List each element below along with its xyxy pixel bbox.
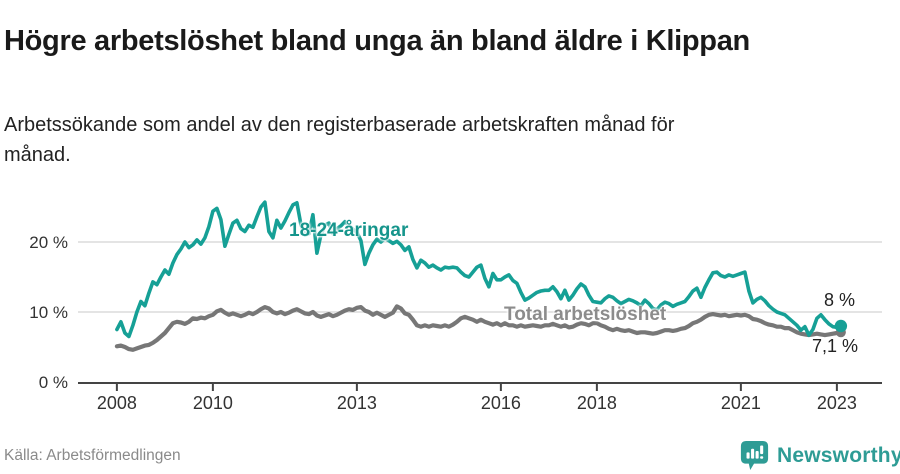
chart-subtitle: Arbetssökande som andel av den registerb… xyxy=(4,114,675,166)
series-label-young: 18-24-åringar xyxy=(289,220,409,241)
young-series-endpoint xyxy=(834,319,848,333)
x-axis-tick-label: 2018 xyxy=(577,393,617,413)
source-attribution: Källa: Arbetsförmedlingen xyxy=(4,447,181,464)
y-axis-tick-label: 20 % xyxy=(29,233,68,252)
x-axis-tick-label: 2023 xyxy=(817,393,857,413)
total-series-line xyxy=(114,304,843,352)
young-series-line xyxy=(115,200,843,339)
series-label-total: Total arbetslöshet xyxy=(504,304,667,325)
newsworthy-wordmark: Newsworthy xyxy=(777,443,900,467)
page-title: Högre arbetslöshet bland unga än bland ä… xyxy=(4,25,750,58)
x-axis-tick-label: 2010 xyxy=(193,393,233,413)
y-axis-tick-label: 10 % xyxy=(29,303,68,322)
x-axis-tick-label: 2008 xyxy=(97,393,137,413)
end-value-label-total: 7,1 % xyxy=(812,336,859,356)
x-axis-tick-label: 2021 xyxy=(721,393,761,413)
x-axis-tick-label: 2016 xyxy=(481,393,521,413)
x-axis-tick-label: 2013 xyxy=(337,393,377,413)
y-axis-tick-label: 0 % xyxy=(39,373,68,392)
end-value-label-young: 8 % xyxy=(824,290,856,310)
newsworthy-bubble-chart-icon xyxy=(740,440,769,471)
newsworthy-logo-link[interactable]: Newsworthy xyxy=(740,440,900,471)
